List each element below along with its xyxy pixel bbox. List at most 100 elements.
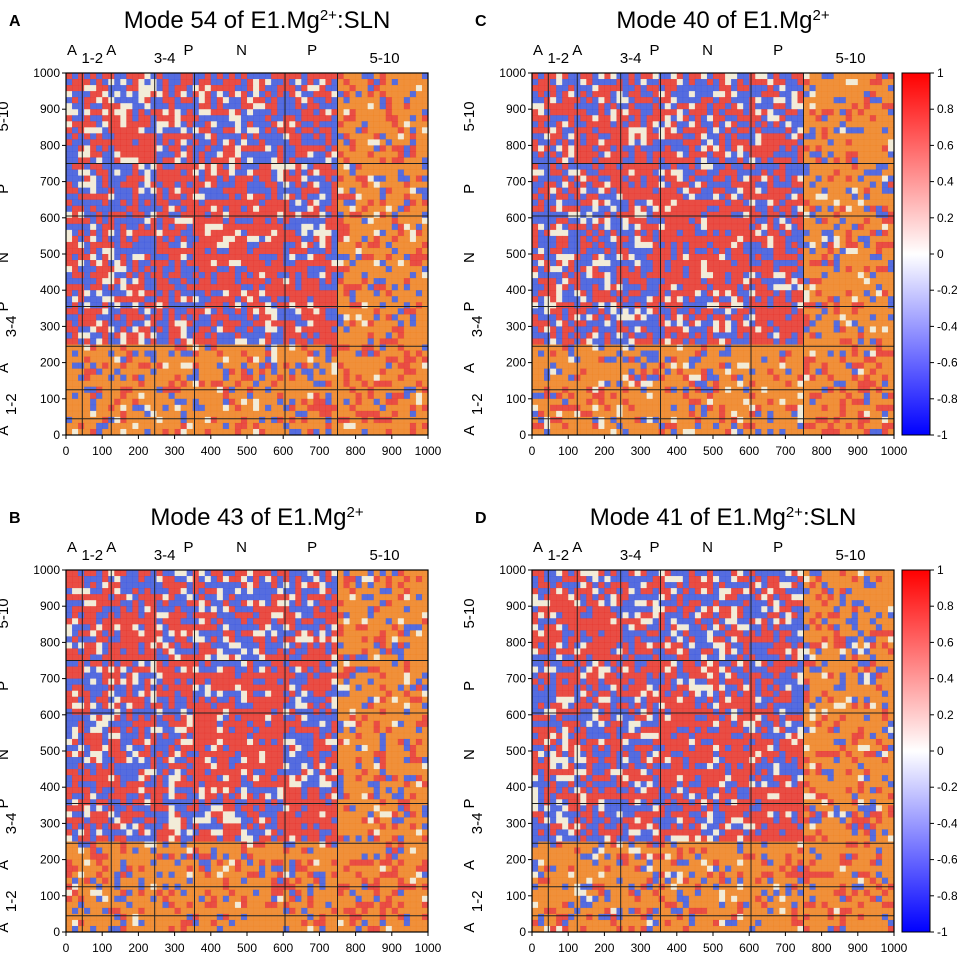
colorbar-tick-label: -0.8: [937, 392, 957, 406]
x-tick-label: 600: [273, 941, 293, 955]
domain-label-top: A: [572, 42, 582, 59]
y-tick-label: 100: [506, 392, 526, 406]
domain-label-top: 5-10: [370, 50, 400, 67]
domain-label-top: 5-10: [836, 50, 866, 67]
x-tick-label: 700: [775, 941, 795, 955]
chart-title-text: Mode 41 of E1.Mg: [590, 504, 786, 531]
domain-label-left: A: [0, 363, 12, 373]
chart-title-suffix: :SLN: [803, 504, 856, 531]
domain-label-left: 3-4: [3, 316, 20, 338]
domain-label-top: P: [184, 42, 194, 59]
colorbar-tick-label: -1: [937, 428, 948, 442]
domain-label-top: 3-4: [620, 547, 642, 564]
chart-title-text: Mode 54 of E1.Mg: [124, 7, 320, 34]
x-tick-label: 400: [201, 941, 221, 955]
domain-label-top: 3-4: [154, 50, 176, 67]
y-tick-label: 400: [40, 283, 60, 297]
domain-label-left: A: [0, 426, 12, 436]
x-tick-label: 200: [594, 444, 614, 458]
domain-label-left: 3-4: [3, 813, 20, 835]
y-tick-label: 200: [40, 853, 60, 867]
domain-boundaries-C: [532, 73, 894, 435]
domain-label-left: A: [0, 860, 12, 870]
domain-label-top: N: [702, 539, 713, 556]
x-tick-label: 200: [594, 941, 614, 955]
y-tick-label: 900: [506, 102, 526, 116]
domain-label-top: A: [67, 539, 77, 556]
colorbar: 1 0.8 0.6 0.4 0.2 0 -0.2 -0.4 -0.6 -0.8 -1: [901, 563, 957, 939]
domain-label-top: 1-2: [547, 50, 569, 67]
colorbar-tick-label: 1: [937, 563, 944, 577]
x-tick-label: 500: [237, 444, 257, 458]
panel-letter: C: [475, 13, 487, 30]
domain-label-left: P: [461, 681, 478, 691]
chart-title: Mode 41 of E1.Mg2+:SLN: [590, 504, 857, 532]
domain-label-left: A: [0, 923, 12, 933]
colorbar-tick-label: 1: [937, 66, 944, 80]
domain-label-top: A: [106, 539, 116, 556]
y-tick-label: 500: [506, 247, 526, 261]
y-tick-label: 100: [40, 392, 60, 406]
x-tick-label: 1000: [415, 444, 442, 458]
domain-label-top: 1-2: [81, 50, 103, 67]
y-tick-label: 700: [40, 672, 60, 686]
y-tick-label: 800: [40, 635, 60, 649]
domain-label-top: N: [236, 42, 247, 59]
x-tick-label: 0: [529, 444, 536, 458]
x-tick-label: 300: [631, 941, 651, 955]
colorbar-tick-label: 0.2: [937, 211, 954, 225]
domain-label-left: 1-2: [469, 890, 486, 912]
y-tick-label: 900: [40, 102, 60, 116]
chart-title-text: Mode 43 of E1.Mg: [150, 504, 346, 531]
colorbar-tick-label: -0.8: [937, 889, 957, 903]
domain-label-top: A: [67, 42, 77, 59]
domain-boundaries-B: [66, 570, 428, 932]
y-tick-label: 800: [40, 138, 60, 152]
colorbar-tick-label: 0.2: [937, 708, 954, 722]
x-tick-label: 900: [848, 941, 868, 955]
x-tick-label: 500: [703, 941, 723, 955]
x-tick-label: 800: [346, 444, 366, 458]
domain-label-left: P: [0, 184, 12, 194]
colorbar: 1 0.8 0.6 0.4 0.2 0 -0.2 -0.4 -0.6 -0.8 -1: [901, 66, 957, 442]
colorbar-tick-label: 0.8: [937, 599, 954, 613]
x-tick-label: 600: [739, 444, 759, 458]
domain-label-top: P: [773, 539, 783, 556]
x-tick-label: 700: [309, 941, 329, 955]
chart-title: Mode 54 of E1.Mg2+:SLN: [124, 7, 391, 35]
domain-label-left: 5-10: [461, 101, 478, 131]
domain-label-top: P: [184, 539, 194, 556]
y-tick-label: 400: [506, 283, 526, 297]
chart-title: Mode 40 of E1.Mg2+: [616, 7, 829, 35]
x-tick-label: 300: [165, 941, 185, 955]
chart-title-text: Mode 40 of E1.Mg: [616, 7, 812, 34]
domain-label-top: 3-4: [154, 547, 176, 564]
domain-boundaries-A: [66, 73, 428, 435]
domain-label-top: P: [307, 539, 317, 556]
x-tick-label: 1000: [415, 941, 442, 955]
domain-label-left: A: [461, 363, 478, 373]
domain-label-top: N: [236, 539, 247, 556]
x-tick-label: 200: [128, 444, 148, 458]
x-tick-label: 400: [667, 941, 687, 955]
domain-label-top: 5-10: [836, 547, 866, 564]
y-tick-label: 700: [506, 175, 526, 189]
chart-title: Mode 43 of E1.Mg2+: [150, 504, 363, 532]
domain-label-left: 1-2: [3, 393, 20, 415]
y-tick-label: 200: [506, 356, 526, 370]
y-tick-label: 300: [506, 816, 526, 830]
x-tick-label: 800: [812, 941, 832, 955]
y-tick-label: 600: [40, 708, 60, 722]
domain-label-left: N: [461, 252, 478, 263]
colorbar-tick-label: 0.4: [937, 175, 954, 189]
colorbar-tick-label: 0.6: [937, 138, 954, 152]
x-tick-label: 900: [848, 444, 868, 458]
domain-label-left: P: [461, 798, 478, 808]
domain-label-left: A: [461, 923, 478, 933]
colorbar-tick-label: -0.2: [937, 780, 957, 794]
y-tick-label: 700: [40, 175, 60, 189]
domain-label-left: 5-10: [0, 598, 12, 628]
y-tick-label: 100: [40, 889, 60, 903]
y-tick-label: 500: [40, 247, 60, 261]
